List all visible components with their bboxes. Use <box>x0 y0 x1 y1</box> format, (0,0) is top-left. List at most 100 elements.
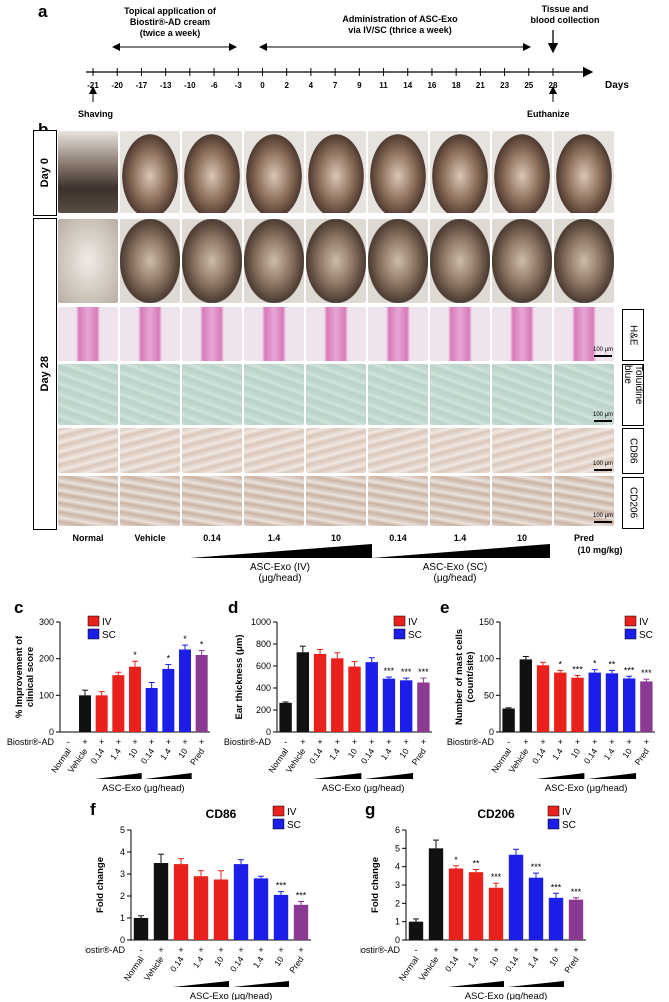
day28-mouse-photo <box>58 219 118 303</box>
iv-dose-wedge <box>313 773 362 779</box>
day0-mouse-photo <box>182 131 242 213</box>
legend-sc-label: SC <box>102 630 116 641</box>
asc-exo-axis-label: ASC-Exo (μg/head) <box>545 783 628 794</box>
toluidine-stain-image <box>368 364 428 425</box>
timeline-day-label: -17 <box>136 81 148 90</box>
x-tick-label: Pred <box>410 746 429 767</box>
sc-dose-wedge <box>587 773 637 779</box>
timeline-day-label: 2 <box>284 81 289 90</box>
y-tick-label: 3 <box>395 880 400 890</box>
day28-mouse-photo <box>306 219 366 303</box>
sc-group-line1: ASC-Exo (SC) <box>422 562 488 573</box>
biostir-sign: + <box>644 737 649 747</box>
timeline-day-label: 7 <box>333 81 338 90</box>
chart-title: CD86 <box>206 807 237 821</box>
legend-sc-swatch <box>624 628 637 640</box>
y-tick-label: 4 <box>395 862 400 872</box>
timeline-day-label: 18 <box>452 81 461 90</box>
tissue-collection-label: Tissue and blood collection <box>510 4 620 26</box>
biostir-sign: + <box>178 945 183 955</box>
legend-sc-swatch <box>87 628 100 640</box>
biostir-sign: + <box>369 737 374 747</box>
significance-marker: * <box>183 634 187 644</box>
y-tick-label: 600 <box>256 661 271 671</box>
significance-marker: *** <box>384 666 395 676</box>
iv-dose-wedge <box>448 981 504 987</box>
y-tick-label: 100 <box>479 654 494 664</box>
x-tick-label: 0.14 <box>228 954 246 974</box>
scale-bar <box>594 469 612 471</box>
legend-iv-label: IV <box>102 617 112 628</box>
he-stain-image <box>306 307 366 361</box>
biostir-sign: - <box>67 737 70 747</box>
x-tick-label: 0.14 <box>443 954 461 974</box>
bar <box>417 682 430 732</box>
biostir-sign: + <box>278 945 283 955</box>
scale-bar-label: 100 μm <box>593 513 614 519</box>
sc-dose-wedge <box>372 544 550 558</box>
scale-bar-label: 100 μm <box>593 347 614 353</box>
bar <box>79 695 91 732</box>
stain-cd86-text: CD86 <box>627 438 639 464</box>
timeline-day-label: 4 <box>309 81 314 90</box>
iv-dose-wedge <box>190 544 372 558</box>
bar <box>193 876 209 940</box>
biostir-sign: - <box>415 945 418 955</box>
y-axis-label-line: (count/site) <box>465 651 476 702</box>
iv-dose-wedge <box>173 981 229 987</box>
bar <box>468 872 484 940</box>
admin-line-1: Administration of ASC-Exo <box>342 14 458 24</box>
he-stain-image <box>430 307 490 361</box>
biostir-sign: + <box>258 945 263 955</box>
biostir-sign: + <box>404 737 409 747</box>
y-axis-label: Ear thickness (μm) <box>234 634 245 719</box>
panel-label-c: c <box>14 598 24 617</box>
toluidine-stain-image <box>244 364 304 425</box>
cd206-stain-image <box>554 476 614 526</box>
x-tick-label: Pred <box>633 746 652 767</box>
biostir-sign: + <box>198 945 203 955</box>
x-tick-label: 10 <box>272 954 286 968</box>
biostir-label: Biostir®-AD <box>447 737 495 747</box>
y-tick-label: 800 <box>256 639 271 649</box>
bar <box>233 864 249 940</box>
biostir-sign: + <box>335 737 340 747</box>
asc-exo-axis-label: ASC-Exo (μg/head) <box>465 991 548 1000</box>
x-tick-label: 1.4 <box>327 746 342 762</box>
day0-mouse-photo <box>244 131 304 213</box>
bar <box>605 673 619 732</box>
x-tick-label: Pred <box>188 746 207 767</box>
biostir-sign: + <box>433 945 438 955</box>
bar <box>365 662 378 732</box>
bar <box>213 879 229 940</box>
bar <box>331 658 344 732</box>
bar <box>508 854 524 940</box>
x-tick-label: 1.4 <box>379 746 394 762</box>
day28-mouse-photo <box>120 219 180 303</box>
x-tick-label: 10 <box>547 954 561 968</box>
x-tick-label: 10 <box>176 746 190 760</box>
significance-marker: * <box>559 659 563 669</box>
cd86-stain-image <box>430 428 490 473</box>
toluidine-stain-image <box>554 364 614 425</box>
biostir-sign: + <box>300 737 305 747</box>
biostir-sign: + <box>166 737 171 747</box>
day28-mouse-photo <box>244 219 304 303</box>
toluidine-stain-image <box>306 364 366 425</box>
asc-exo-axis-label: ASC-Exo (μg/head) <box>322 783 405 794</box>
day28-mouse-photo <box>368 219 428 303</box>
y-tick-label: 200 <box>256 705 271 715</box>
group-label: Pred <box>573 533 594 543</box>
stain-label-cd86: CD86 <box>622 428 644 474</box>
toluidine-stain-image <box>430 364 490 425</box>
cd86-stain-image <box>492 428 552 473</box>
day0-mouse-photo <box>368 131 428 213</box>
he-stain-image <box>368 307 428 361</box>
x-tick-label: 1.4 <box>108 746 123 762</box>
day0-mouse-photo <box>120 131 180 213</box>
timeline-day-label: 14 <box>403 81 412 90</box>
day28-mouse-photo <box>430 219 490 303</box>
legend-sc-swatch <box>393 628 406 640</box>
y-tick-label: 0 <box>120 935 125 945</box>
bar <box>133 918 149 940</box>
